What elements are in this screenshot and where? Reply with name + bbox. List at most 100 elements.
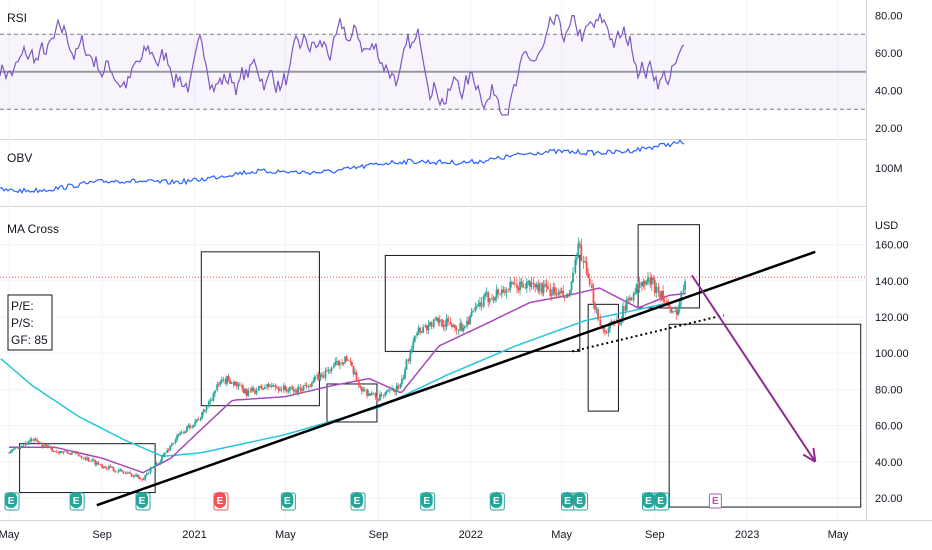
- candle-body: [402, 378, 405, 380]
- earnings-marker[interactable]: E: [350, 492, 366, 511]
- earnings-marker[interactable]: E: [280, 492, 296, 511]
- candle-body: [469, 316, 471, 325]
- price-candle: [230, 381, 233, 384]
- annotation-box[interactable]: [200, 251, 320, 407]
- candle-body: [133, 475, 135, 478]
- candle-body: [37, 441, 40, 444]
- price-candle: [391, 384, 393, 392]
- price-candle: [92, 457, 95, 462]
- candle-body: [349, 360, 352, 363]
- candle-body: [329, 370, 331, 372]
- obv-panel-label: OBV: [7, 151, 32, 165]
- annotation-box[interactable]: [637, 224, 700, 309]
- candle-body: [41, 442, 44, 447]
- price-candle: [159, 459, 162, 466]
- price-candle: [366, 388, 368, 399]
- candle-body: [317, 375, 320, 381]
- price-candle: [267, 381, 270, 389]
- price-candle: [537, 279, 540, 294]
- earnings-marker[interactable]: E: [69, 492, 85, 511]
- earnings-marker[interactable]: E: [135, 492, 151, 511]
- earnings-marker[interactable]: E: [708, 493, 722, 509]
- price-candle: [95, 460, 98, 467]
- price-candle: [109, 464, 112, 468]
- candle-body: [316, 375, 319, 377]
- earnings-marker-badge: [654, 492, 667, 508]
- candle-body: [517, 288, 520, 291]
- candle-body: [470, 311, 473, 317]
- earnings-marker-badge: [351, 492, 364, 508]
- price-candle: [51, 446, 54, 452]
- candle-body: [267, 384, 270, 387]
- earnings-marker[interactable]: E: [4, 492, 20, 511]
- price-candle: [187, 423, 190, 429]
- price-candle: [597, 306, 599, 322]
- earnings-marker[interactable]: E: [641, 492, 657, 511]
- candle-body: [262, 388, 265, 390]
- annotation-box[interactable]: [587, 303, 619, 412]
- candle-body: [30, 439, 33, 441]
- candle-body: [377, 399, 380, 401]
- earnings-marker[interactable]: E: [489, 492, 505, 511]
- price-candle: [401, 375, 403, 387]
- candle-body: [257, 386, 260, 391]
- price-candle: [528, 279, 531, 293]
- earnings-marker-letter: E: [73, 496, 80, 507]
- earnings-marker[interactable]: E: [420, 492, 436, 511]
- price-candle: [682, 284, 685, 295]
- price-candle: [66, 449, 69, 454]
- price-candle: [259, 385, 262, 389]
- candle-body: [520, 281, 523, 284]
- forecast-arrow[interactable]: [691, 274, 817, 463]
- annotation-box[interactable]: [384, 254, 581, 352]
- earnings-marker[interactable]: E: [654, 492, 670, 511]
- candle-body: [434, 319, 437, 321]
- dotted-trend-line[interactable]: [572, 314, 724, 353]
- candle-body: [684, 281, 686, 290]
- candle-body: [574, 259, 577, 273]
- candle-body: [126, 472, 129, 474]
- earnings-marker[interactable]: E: [560, 492, 576, 511]
- price-candle: [359, 385, 362, 390]
- candle-body: [152, 466, 155, 468]
- earnings-marker[interactable]: E: [573, 492, 589, 511]
- annotation-box[interactable]: [19, 443, 156, 494]
- earnings-marker[interactable]: E: [213, 492, 229, 511]
- candle-body: [528, 281, 531, 287]
- price-candle: [309, 383, 312, 388]
- price-candle: [588, 273, 591, 288]
- annotation-box[interactable]: [668, 323, 862, 508]
- price-candle: [488, 298, 491, 305]
- price-tick-label: 160.00: [875, 240, 909, 252]
- candle-body: [441, 319, 443, 327]
- annotation-box[interactable]: [326, 383, 378, 423]
- price-candle: [22, 444, 25, 448]
- candle-body: [116, 471, 119, 473]
- price-candle: [628, 294, 631, 305]
- candle-body: [535, 284, 538, 288]
- price-candle: [313, 374, 316, 383]
- price-candle: [316, 372, 319, 380]
- price-candle: [544, 280, 546, 288]
- price-candle: [459, 318, 462, 332]
- price-candle: [659, 291, 661, 302]
- price-candle: [70, 451, 73, 455]
- price-candle: [420, 331, 423, 333]
- candle-body: [457, 329, 460, 331]
- candle-body: [182, 432, 185, 433]
- price-candle: [244, 387, 247, 395]
- support-trend-line[interactable]: [96, 250, 816, 507]
- price-candle: [402, 374, 405, 381]
- candle-body: [49, 446, 52, 448]
- price-tick-label: 20.00: [875, 493, 903, 505]
- price-candle: [145, 472, 148, 477]
- candle-body: [659, 292, 661, 298]
- price-candle: [484, 291, 487, 300]
- price-candle: [430, 321, 433, 330]
- price-candle: [512, 280, 515, 285]
- candle-body: [524, 287, 527, 289]
- candle-body: [407, 359, 410, 362]
- price-candle: [37, 440, 40, 446]
- candle-body: [663, 300, 666, 302]
